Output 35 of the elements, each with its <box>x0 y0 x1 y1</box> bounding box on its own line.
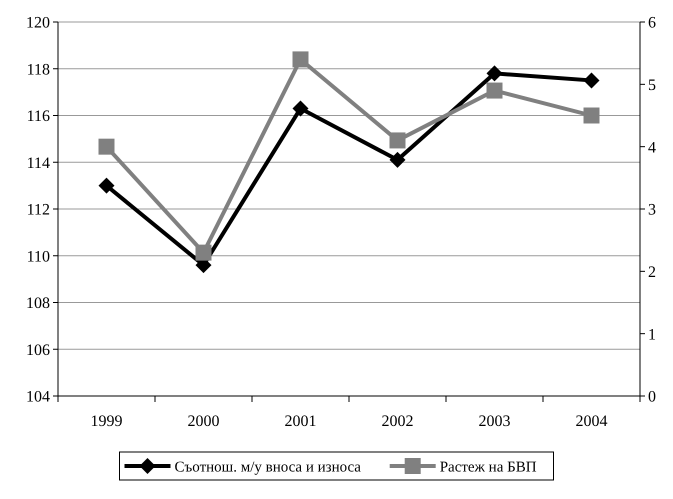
point <box>390 132 406 148</box>
y-tick-label: 116 <box>26 108 50 126</box>
y-tick-label: 110 <box>26 248 50 266</box>
y-tick-label: 118 <box>26 61 50 78</box>
point <box>390 152 406 168</box>
y-tick-label: 104 <box>26 388 50 406</box>
legend-label: Съотнош. м/у вноса и износа <box>174 459 362 476</box>
point <box>292 100 308 116</box>
point <box>584 72 600 88</box>
y2-tick-label: 4 <box>648 139 656 156</box>
point <box>196 244 212 261</box>
point <box>584 108 600 124</box>
y-tick-label: 114 <box>26 154 50 172</box>
x-tick-label: 2001 <box>284 413 316 430</box>
legend-label: Растеж на БВП <box>440 459 537 476</box>
y-tick-label: 106 <box>26 342 50 359</box>
point <box>486 65 502 82</box>
y2-tick-label: 3 <box>648 202 656 219</box>
y-tick-label: 120 <box>26 14 50 32</box>
y2-tick-label: 2 <box>648 264 656 281</box>
point <box>292 51 308 68</box>
x-tick-label: 2002 <box>382 413 414 430</box>
y-tick-label: 108 <box>26 295 50 312</box>
y-tick-label: 112 <box>26 202 50 219</box>
point <box>98 138 114 155</box>
y2-tick-label: 6 <box>648 14 656 32</box>
y2-tick-label: 5 <box>648 76 656 94</box>
x-tick-label: 2000 <box>188 413 220 430</box>
x-tick-label: 2003 <box>478 413 510 430</box>
x-tick-label: 2004 <box>576 413 608 430</box>
y2-tick-label: 0 <box>648 388 656 406</box>
y2-tick-label: 1 <box>648 326 656 344</box>
point <box>486 82 502 99</box>
x-tick-label: 1999 <box>90 413 122 430</box>
point <box>98 178 114 194</box>
